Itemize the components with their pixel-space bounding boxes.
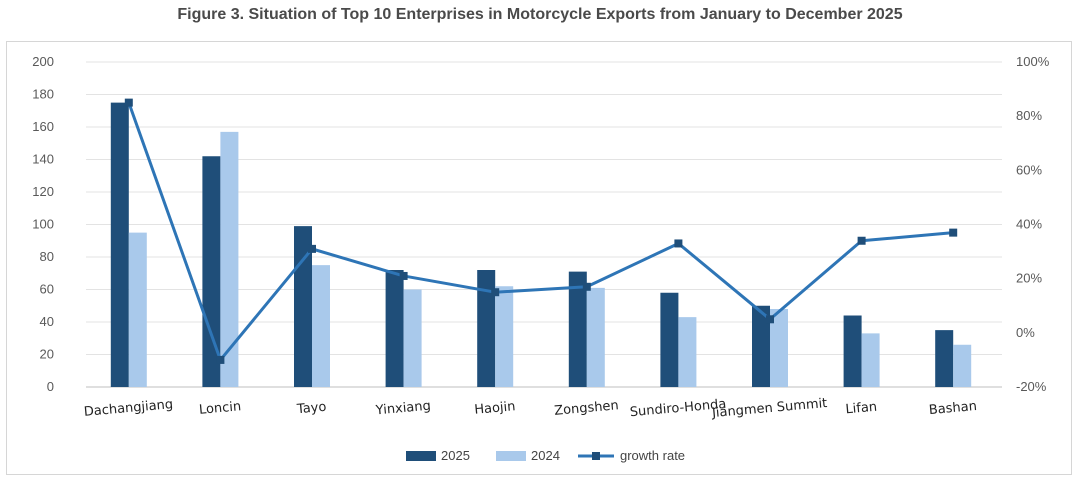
bar-2024 [770, 309, 788, 387]
x-category-label: Tayo [295, 400, 327, 418]
bar-2024 [403, 289, 422, 387]
bar-2024 [678, 317, 697, 387]
growth-rate-point [949, 228, 958, 237]
x-category-label: Jiangmen Summit [711, 396, 828, 421]
x-category-label: Lifan [845, 400, 878, 418]
bar-2025 [660, 292, 679, 387]
bar-2025 [752, 305, 770, 387]
growth-rate-point [857, 236, 866, 245]
bar-2025 [202, 156, 221, 387]
growth-rate-point [124, 98, 133, 107]
growth-rate-point [766, 315, 774, 324]
x-category-label: Yinxiang [374, 399, 431, 419]
legend-marker-growth-rate [592, 452, 600, 460]
growth-rate-point [491, 288, 500, 297]
x-category-label: Bashan [928, 399, 977, 418]
y-right-tick-label: 20% [1016, 271, 1042, 286]
x-category-label: Dachangjiang [83, 397, 173, 420]
legend-label-growth-rate: growth rate [620, 448, 685, 463]
y-right-tick-label: 60% [1016, 162, 1042, 177]
bar-2025 [935, 330, 954, 387]
y-left-tick-label: 40 [40, 314, 54, 329]
legend-label-2024: 2024 [531, 448, 560, 463]
y-left-tick-label: 140 [32, 152, 54, 167]
y-left-tick-label: 160 [32, 119, 54, 134]
x-category-label: Loncin [198, 399, 241, 418]
growth-rate-point [399, 271, 408, 280]
y-left-tick-label: 200 [32, 54, 54, 69]
legend-swatch-2024 [496, 451, 526, 461]
y-right-tick-label: -20% [1016, 379, 1047, 394]
growth-rate-point [308, 244, 316, 253]
y-left-tick-label: 20 [40, 347, 54, 362]
y-left-tick-label: 100 [32, 217, 54, 232]
bar-2025 [110, 102, 129, 387]
x-category-label: Zongshen [554, 398, 620, 419]
bar-2025 [568, 271, 587, 387]
bar-2024 [861, 333, 880, 387]
y-left-tick-label: 180 [32, 87, 54, 102]
bar-2024 [128, 232, 147, 387]
y-left-tick-label: 80 [40, 249, 54, 264]
y-right-tick-label: 40% [1016, 217, 1042, 232]
bar-2025 [477, 270, 496, 387]
growth-rate-point [674, 239, 683, 248]
y-left-tick-label: 60 [40, 282, 54, 297]
growth-rate-point [582, 282, 591, 291]
bar-2024 [586, 287, 605, 387]
chart-frame [6, 41, 1072, 475]
growth-rate-line [127, 102, 954, 362]
bar-2025 [385, 270, 404, 387]
bar-2024 [953, 344, 972, 387]
bar-2024 [495, 286, 514, 387]
legend-label-2025: 2025 [441, 448, 470, 463]
legend-swatch-2025 [406, 451, 436, 461]
bar-2024 [312, 265, 330, 387]
x-category-label: Haojin [474, 399, 516, 418]
bar-2024 [220, 131, 239, 387]
y-left-tick-label: 0 [47, 379, 54, 394]
bar-2025 [843, 315, 862, 387]
growth-rate-point [216, 355, 225, 364]
chart-title: Figure 3. Situation of Top 10 Enterprise… [177, 6, 903, 23]
y-right-tick-label: 100% [1016, 54, 1050, 69]
y-right-tick-label: 80% [1016, 108, 1042, 123]
y-left-tick-label: 120 [32, 184, 54, 199]
y-right-tick-label: 0% [1016, 325, 1035, 340]
